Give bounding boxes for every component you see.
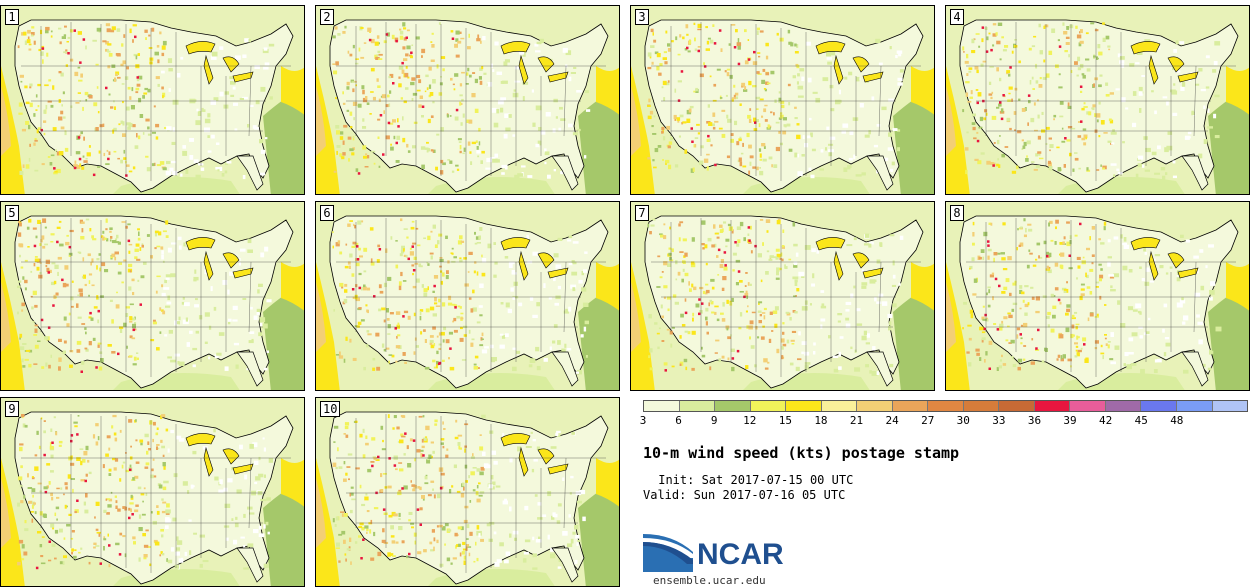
- wind-speed-map: [631, 202, 934, 390]
- colorbar-ticks: 3 6 9 12 15 18 21 24 27 30 33 36 39 42 45 48: [639, 414, 1248, 428]
- wind-speed-map: [1, 202, 304, 390]
- colorbar-segment: [644, 401, 680, 411]
- wind-speed-map: [1, 398, 304, 586]
- colorbar-segment: [679, 401, 716, 411]
- colorbar-tick-label: 30: [956, 414, 970, 427]
- stamp-panel: 6: [315, 201, 620, 391]
- logo-url: ensemble.ucar.edu: [653, 574, 766, 587]
- stamp-number: 5: [5, 205, 19, 221]
- colorbar-segment: [1034, 401, 1071, 411]
- colorbar-tick-label: 36: [1027, 414, 1042, 427]
- colorbar-segment: [928, 401, 964, 411]
- stamp-panel: 9: [0, 397, 305, 587]
- stamp-number: 4: [950, 9, 964, 25]
- colorbar-segment: [715, 401, 751, 411]
- colorbar-tick-label: 18: [814, 414, 828, 427]
- plot-title: 10-m wind speed (kts) postage stamp: [643, 444, 960, 462]
- colorbar-tick-label: 24: [885, 414, 899, 427]
- stamp-number: 7: [635, 205, 649, 221]
- stamp-number: 10: [320, 401, 341, 417]
- logo-text: NCAR: [697, 538, 784, 571]
- colorbar-tick-label: 9: [710, 414, 718, 427]
- init-time: Init: Sat 2017-07-15 00 UTC: [651, 473, 854, 487]
- colorbar-segment: [857, 401, 893, 411]
- colorbar-tick-label: 15: [778, 414, 792, 427]
- stamp-number: 9: [5, 401, 19, 417]
- valid-time: Valid: Sun 2017-07-16 05 UTC: [643, 488, 846, 502]
- colorbar-tick-label: 21: [849, 414, 864, 427]
- colorbar-segment: [892, 401, 929, 411]
- wind-speed-map: [316, 6, 619, 194]
- stamp-panel: 8: [945, 201, 1250, 391]
- stamp-number: 8: [950, 205, 964, 221]
- colorbar-tick-label: 33: [992, 414, 1006, 427]
- stamp-number: 1: [5, 9, 19, 25]
- stamp-panel: 10: [315, 397, 620, 587]
- stamp-panel: 3: [630, 5, 935, 195]
- stamp-number: 3: [635, 9, 649, 25]
- wind-speed-map: [316, 202, 619, 390]
- colorbar-tick-label: 48: [1170, 414, 1184, 427]
- colorbar-tick-label: 3: [639, 414, 647, 427]
- stamp-panel: 2: [315, 5, 620, 195]
- wind-speed-map: [946, 202, 1249, 390]
- colorbar-tick-label: 6: [675, 414, 682, 427]
- wind-speed-map: [1, 6, 304, 194]
- colorbar-tick-label: 45: [1134, 414, 1148, 427]
- colorbar: [643, 400, 1248, 412]
- colorbar-segment: [1070, 401, 1106, 411]
- wind-speed-map: [946, 6, 1249, 194]
- colorbar-segment: [821, 401, 858, 411]
- colorbar-segment: [1212, 401, 1248, 411]
- colorbar-segment: [786, 401, 822, 411]
- colorbar-segment: [999, 401, 1035, 411]
- colorbar-tick-label: 39: [1063, 414, 1077, 427]
- colorbar-tick-label: 12: [743, 414, 757, 427]
- colorbar-segment: [1141, 401, 1177, 411]
- stamp-number: 6: [320, 205, 334, 221]
- colorbar-segment: [1105, 401, 1142, 411]
- stamp-panel: 4: [945, 5, 1250, 195]
- colorbar-segment: [750, 401, 787, 411]
- colorbar-tick-label: 27: [921, 414, 935, 427]
- colorbar-segment: [963, 401, 1000, 411]
- wind-speed-map: [631, 6, 934, 194]
- stamp-panel: 7: [630, 201, 935, 391]
- ncar-logo-icon: [643, 534, 693, 572]
- stamp-panel: 5: [0, 201, 305, 391]
- stamp-panel: 1: [0, 5, 305, 195]
- stamp-number: 2: [320, 9, 334, 25]
- colorbar-tick-label: 42: [1099, 414, 1113, 427]
- colorbar-segment: [1176, 401, 1213, 411]
- wind-speed-map: [316, 398, 619, 586]
